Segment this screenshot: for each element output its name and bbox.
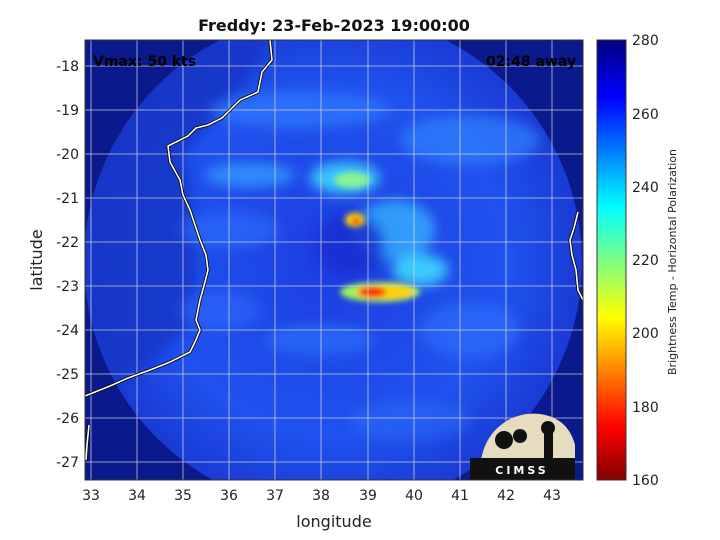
colorbar-label: Brightness Temp - Horizontal Polarizatio… <box>666 149 679 375</box>
x-axis-label: longitude <box>296 512 371 531</box>
y-tick-label: -23 <box>56 279 79 295</box>
x-axis: 33 34 35 36 37 38 39 40 41 42 43 longitu… <box>82 488 561 531</box>
x-tick-label: 38 <box>312 488 330 504</box>
brightness-temperature-field <box>85 40 582 480</box>
y-tick-label: -21 <box>56 191 79 207</box>
colorbar-tick-label: 160 <box>632 473 659 489</box>
x-tick-label: 34 <box>128 488 146 504</box>
colorbar-gradient <box>596 39 627 481</box>
coastline-highlight <box>85 40 583 461</box>
y-tick-label: -27 <box>56 455 79 471</box>
map-plot-area: CIMSS Vmax: 50 kts 02:48 away <box>85 40 583 480</box>
y-tick-label: -19 <box>56 103 79 119</box>
colorbar-tick-label: 240 <box>632 180 659 196</box>
x-tick-label: 33 <box>82 488 100 504</box>
plot-frame <box>84 39 584 481</box>
map-grid <box>85 40 583 480</box>
y-tick-label: -18 <box>56 59 79 75</box>
x-tick-label: 40 <box>405 488 423 504</box>
y-tick-label: -26 <box>56 411 79 427</box>
y-tick-label: -22 <box>56 235 79 251</box>
x-tick-label: 42 <box>497 488 515 504</box>
x-tick-label: 41 <box>451 488 469 504</box>
y-tick-label: -25 <box>56 367 79 383</box>
colorbar-tick-label: 200 <box>632 326 659 342</box>
x-tick-label: 39 <box>359 488 377 504</box>
y-tick-label: -20 <box>56 147 79 163</box>
colorbar-tick-label: 220 <box>632 253 659 269</box>
logo-wordmark: CIMSS <box>495 464 548 477</box>
y-axis: -18 -19 -20 -21 -22 -23 -24 -25 -26 -27 … <box>27 59 79 471</box>
x-tick-label: 37 <box>266 488 284 504</box>
y-axis-label: latitude <box>27 229 46 290</box>
y-tick-label: -24 <box>56 323 79 339</box>
x-tick-label: 35 <box>174 488 192 504</box>
cimss-logo: CIMSS <box>470 413 575 480</box>
time-offset-label: 02:48 away <box>486 54 576 70</box>
colorbar-tick-label: 260 <box>632 107 659 123</box>
x-tick-label: 43 <box>543 488 561 504</box>
colorbar-tick-label: 180 <box>632 400 659 416</box>
vmax-label: Vmax: 50 kts <box>93 54 196 70</box>
x-tick-label: 36 <box>220 488 238 504</box>
colorbar-tick-label: 280 <box>632 33 659 49</box>
colorbar: 280 260 240 220 200 180 160 Brightness T… <box>596 33 679 489</box>
figure-title: Freddy: 23-Feb-2023 19:00:00 <box>198 16 470 35</box>
